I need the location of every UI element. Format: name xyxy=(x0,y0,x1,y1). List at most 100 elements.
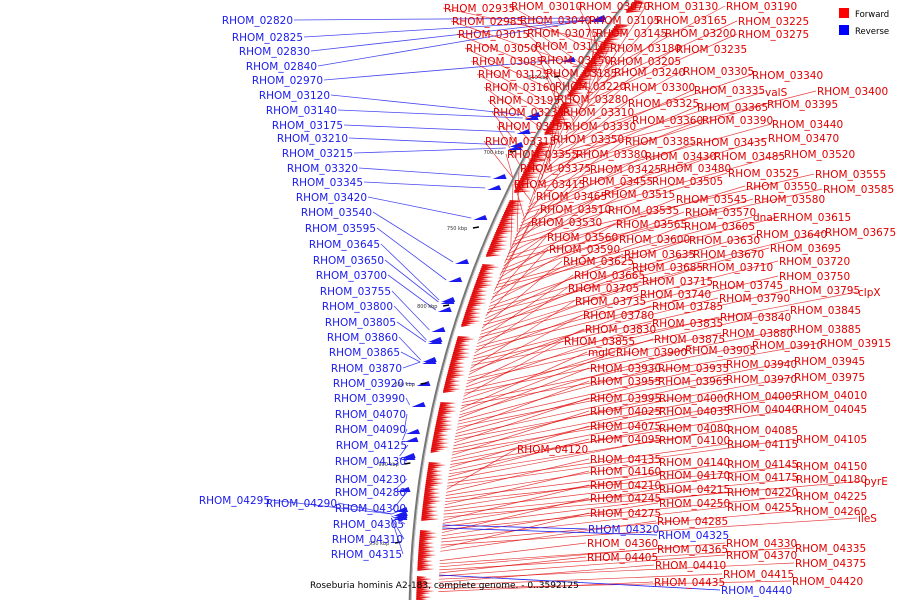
forward-gene-track xyxy=(416,0,648,600)
forward-leader-line xyxy=(450,408,727,462)
forward-leader-line xyxy=(475,275,779,351)
forward-gene-label: RHOM_04210 xyxy=(590,480,661,492)
forward-gene-arrow xyxy=(479,272,495,275)
forward-leader-line xyxy=(487,233,756,310)
forward-leader-line xyxy=(492,225,684,298)
forward-leader-line xyxy=(451,410,590,456)
forward-leader-line xyxy=(480,266,632,332)
forward-leader-line xyxy=(456,380,590,431)
forward-gene-arrow xyxy=(627,8,640,11)
forward-leader-line xyxy=(470,60,576,118)
forward-gene-arrow xyxy=(416,592,431,595)
reverse-leader-line xyxy=(384,259,439,303)
forward-gene-label: RHOM_04010 xyxy=(796,390,867,402)
forward-gene-arrow xyxy=(448,370,466,373)
forward-gene-arrow xyxy=(422,506,438,509)
forward-gene-arrow xyxy=(530,158,549,161)
forward-gene-arrow xyxy=(497,226,515,229)
forward-gene-arrow xyxy=(518,182,534,185)
forward-leader-line xyxy=(471,291,858,366)
forward-gene-label: RHOM_04255 xyxy=(727,502,798,514)
reverse-gene-arrow xyxy=(454,259,469,264)
forward-gene-arrow xyxy=(605,38,621,41)
forward-gene-label: RHOM_03130 xyxy=(647,1,718,13)
forward-gene-label: RHOM_04150 xyxy=(796,461,867,473)
forward-leader-line xyxy=(442,484,590,521)
forward-leader-line xyxy=(484,253,624,320)
tick-mark xyxy=(472,226,480,229)
forward-gene-arrow xyxy=(523,172,541,175)
forward-gene-arrow xyxy=(602,42,619,45)
reverse-leader-line xyxy=(400,351,421,363)
forward-leader-line xyxy=(446,458,590,493)
reverse-gene-arrow xyxy=(448,277,463,282)
forward-gene-label: RHOM_03520 xyxy=(784,149,855,161)
tick-label: 800 kbp xyxy=(417,304,437,310)
forward-gene-label: RHOM_03685 xyxy=(632,262,703,274)
forward-gene-label: RHOM_03280 xyxy=(557,94,628,106)
forward-gene-label: RHOM_03310 xyxy=(563,107,634,119)
forward-leader-line xyxy=(449,425,590,468)
forward-gene-arrow xyxy=(527,164,543,167)
forward-gene-arrow xyxy=(534,150,551,153)
legend-item-forward: Forward xyxy=(839,8,889,20)
forward-gene-label: RHOM_03195 xyxy=(489,95,560,107)
forward-gene-label: RHOM_03900 xyxy=(616,347,687,359)
forward-gene-label: RHOM_03360 xyxy=(632,115,703,127)
forward-gene-arrow xyxy=(509,200,525,203)
tick-marks: 650 kbp 700 kbp 750 kbp 800 kbp 850 kbp 900 k… xyxy=(369,75,561,547)
forward-gene-arrow xyxy=(416,578,432,581)
forward-leader-line xyxy=(476,284,712,348)
forward-gene-arrow xyxy=(532,154,550,157)
forward-gene-arrow xyxy=(552,118,570,121)
tick-mark xyxy=(442,304,450,307)
forward-leader-line xyxy=(453,397,590,444)
forward-gene-arrow xyxy=(445,380,461,383)
forward-leader-line xyxy=(526,141,696,211)
forward-gene-label: RHOM_04100 xyxy=(659,435,730,447)
forward-leader-line xyxy=(439,556,587,574)
forward-gene-arrow xyxy=(569,90,580,93)
forward-gene-arrow xyxy=(417,560,433,563)
forward-gene-label: RHOM_03105 xyxy=(589,15,660,27)
forward-gene-arrow xyxy=(536,146,552,149)
forward-gene-label: RHOM_03710 xyxy=(702,262,773,274)
forward-gene-arrow xyxy=(589,60,606,63)
forward-gene-label: RHOM_03715 xyxy=(642,276,713,288)
forward-gene-label: RHOM_04415 xyxy=(723,569,794,581)
forward-gene-arrow xyxy=(520,178,535,181)
forward-gene-label: RHOM_03915 xyxy=(820,338,891,350)
forward-leader-line xyxy=(438,573,723,586)
reverse-gene-label: RHOM_04300 xyxy=(335,503,406,515)
reverse-leader-line xyxy=(358,167,491,178)
forward-gene-arrow xyxy=(452,352,470,355)
reverse-gene-label: RHOM_04310 xyxy=(332,534,403,546)
forward-gene-arrow xyxy=(418,556,433,559)
tick-mark xyxy=(404,462,411,465)
forward-gene-label: RHOM_03735 xyxy=(575,296,646,308)
forward-gene-label: valS xyxy=(765,87,788,99)
forward-gene-label: RHOM_03040 xyxy=(520,15,591,27)
forward-gene-arrow xyxy=(588,62,601,65)
forward-leader-line xyxy=(440,517,858,546)
reverse-leader-line xyxy=(380,243,440,301)
forward-leader-line xyxy=(576,48,676,115)
forward-gene-arrow xyxy=(493,236,509,239)
forward-gene-arrow xyxy=(423,502,438,505)
forward-gene-label: RHOM_03295 xyxy=(498,121,569,133)
forward-gene-label: RHOM_03545 xyxy=(676,194,747,206)
forward-leader-line xyxy=(565,71,614,134)
forward-leader-line xyxy=(474,287,568,354)
forward-gene-arrow xyxy=(435,424,453,427)
forward-leader-line xyxy=(514,167,660,239)
reverse-gene-label: RHOM_03860 xyxy=(327,332,398,344)
forward-leader-line xyxy=(456,360,794,428)
reverse-leader-line xyxy=(367,196,472,219)
forward-gene-arrow xyxy=(443,388,461,391)
tick-mark xyxy=(420,382,427,385)
forward-gene-label: RHOM_03235 xyxy=(676,44,747,56)
forward-swatch xyxy=(839,8,849,18)
forward-leader-line xyxy=(442,495,796,530)
forward-gene-arrow xyxy=(481,266,500,269)
legend: Forward Reverse xyxy=(839,8,889,37)
